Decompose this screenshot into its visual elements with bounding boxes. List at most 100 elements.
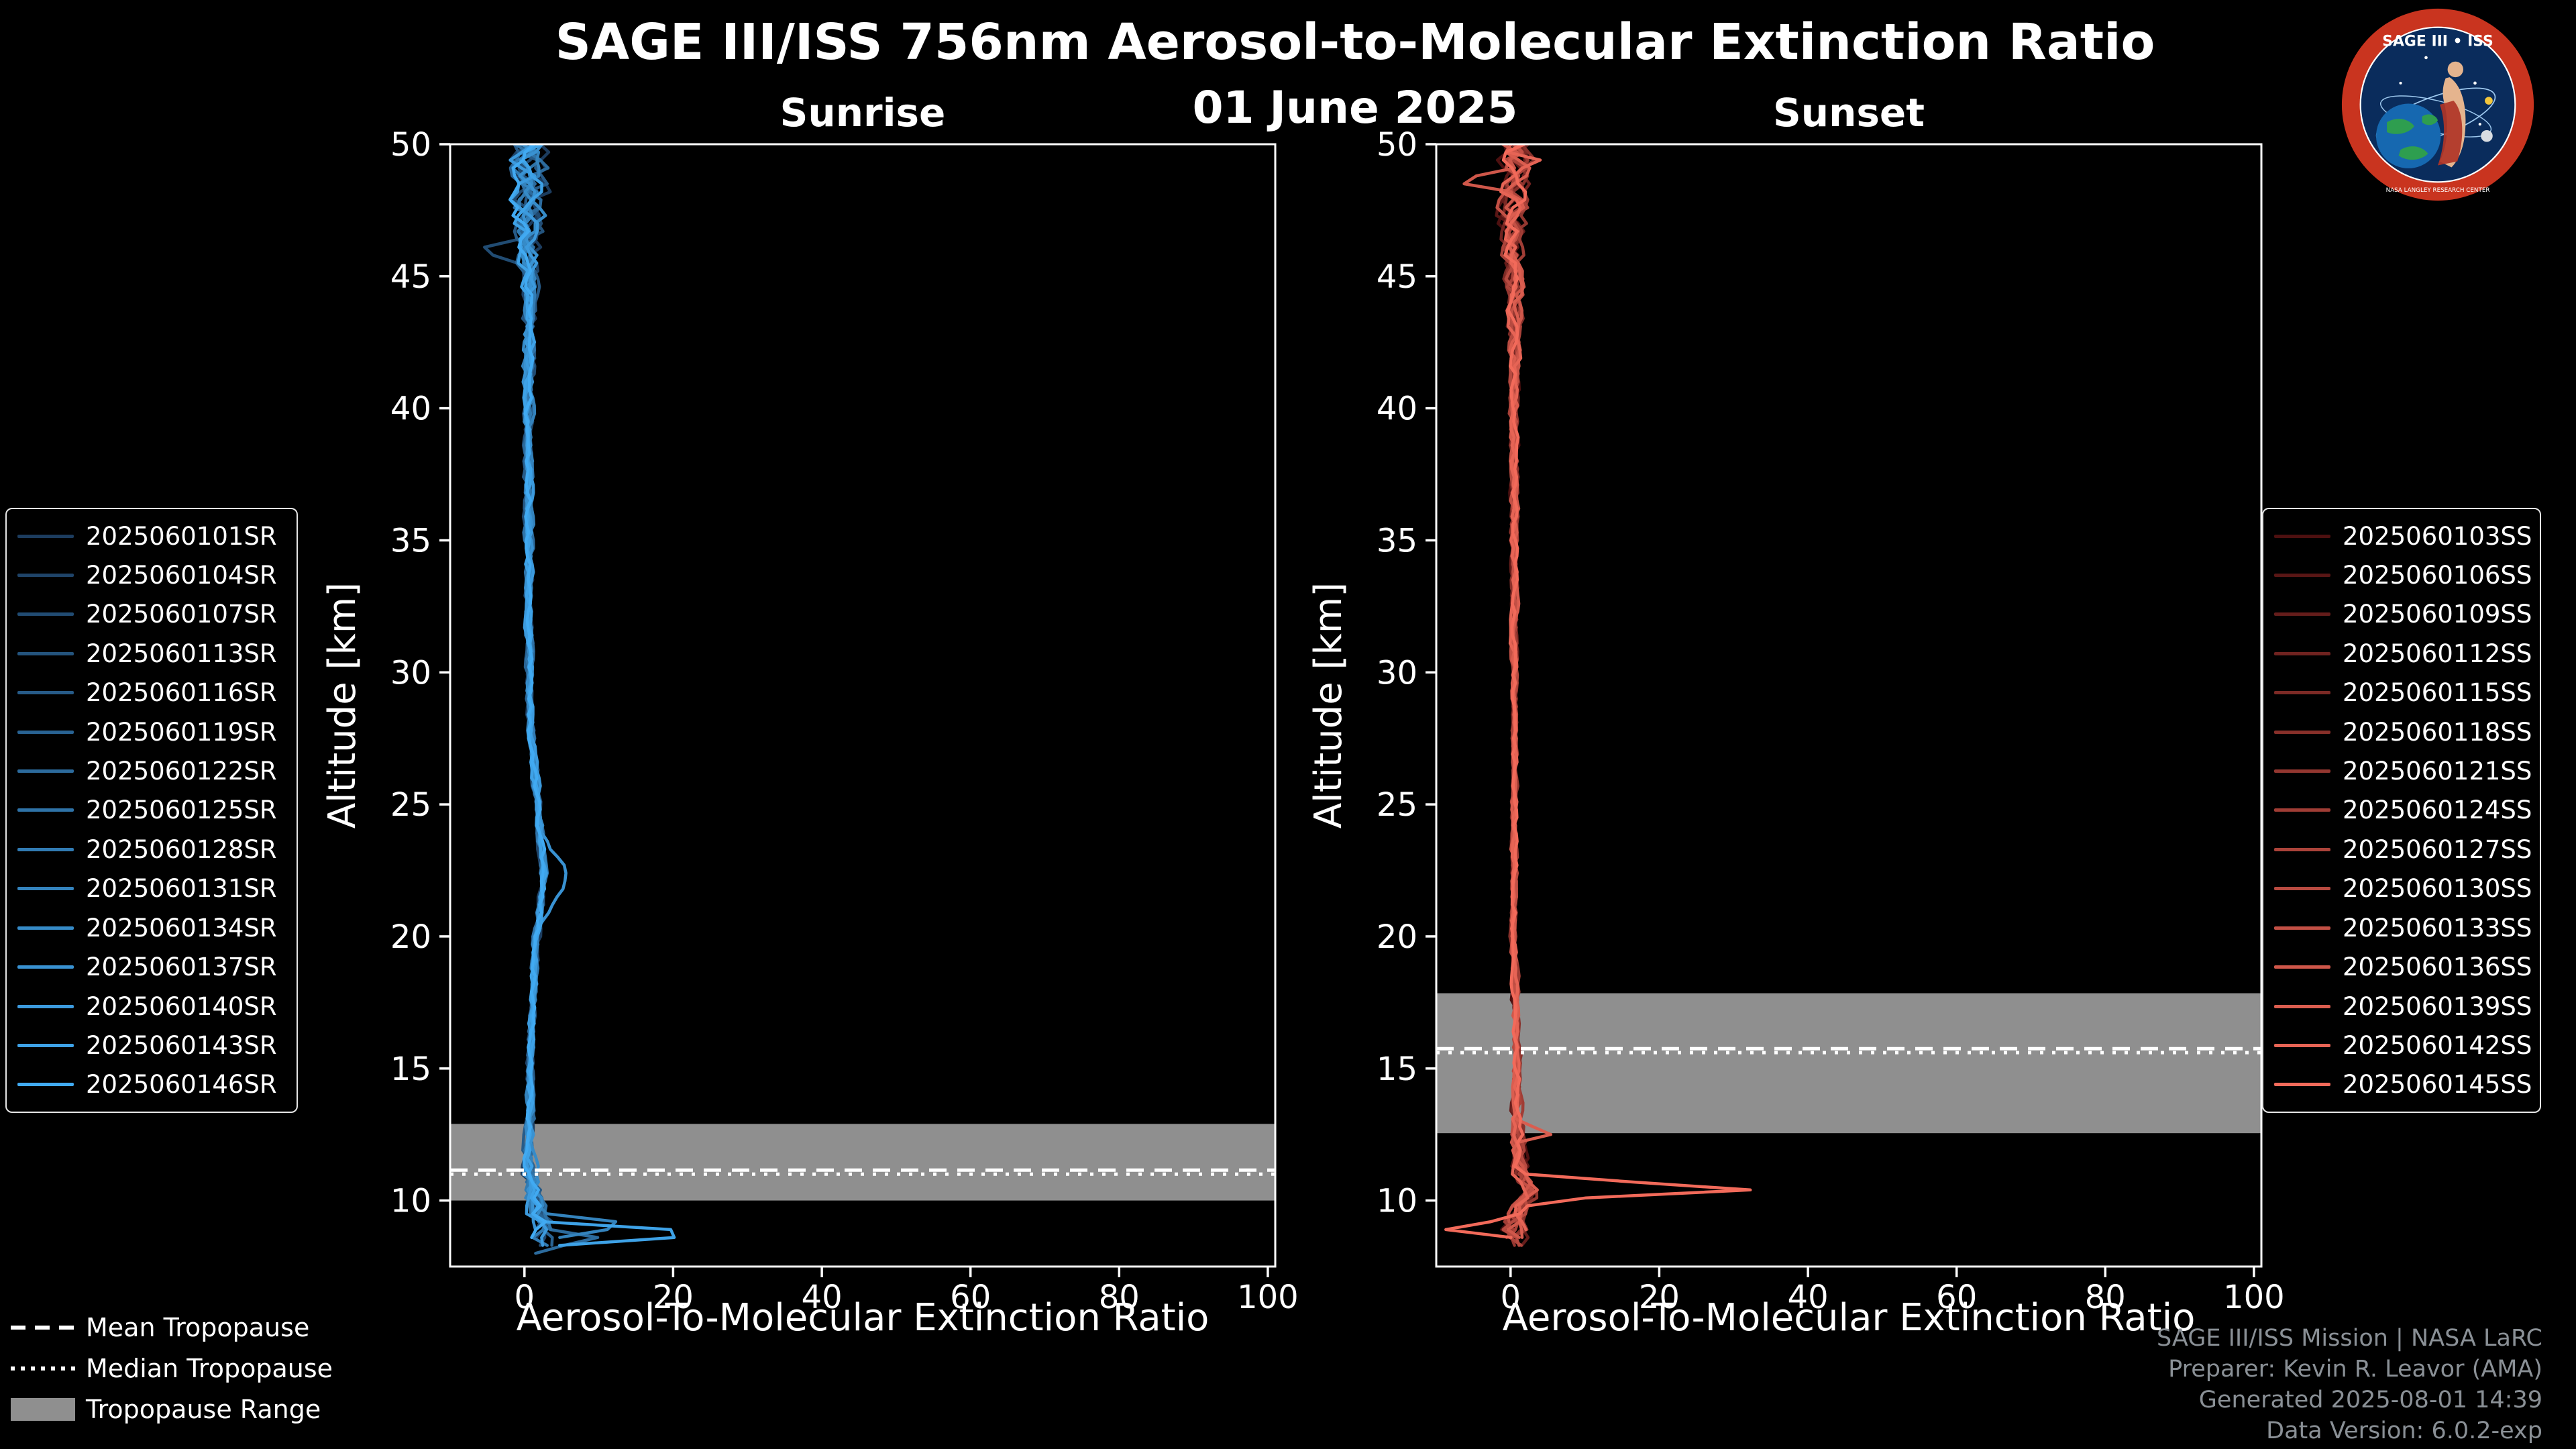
x-tick-label: 60 — [950, 1279, 991, 1316]
legend-line-swatch — [17, 847, 74, 851]
legend-item-label: 2025060109SS — [2343, 600, 2532, 629]
y-tick-label: 35 — [390, 523, 431, 560]
y-tick-label: 30 — [390, 654, 431, 692]
legend-item-label: 2025060131SR — [86, 874, 277, 904]
legend-line-swatch — [2274, 926, 2330, 930]
y-tick-label: 20 — [390, 918, 431, 956]
legend-line-swatch — [17, 965, 74, 969]
muse-robe-icon — [2438, 101, 2463, 166]
legend-item: 2025060116SR — [17, 674, 286, 712]
legend-item: 2025060139SS — [2274, 987, 2532, 1025]
credit-preparer-line: Preparer: Kevin R. Leavor (AMA) — [2168, 1356, 2542, 1383]
legend-line-swatch — [17, 887, 74, 891]
legend-line-swatch — [2274, 534, 2330, 538]
legend-item-label: 2025060121SS — [2343, 757, 2532, 786]
legend-item: 2025060137SR — [17, 949, 286, 986]
legend-item: 2025060146SR — [17, 1066, 286, 1104]
y-tick-label: 20 — [1377, 918, 1417, 956]
earth-land-icon — [2398, 146, 2428, 160]
tropopause-range-band — [1436, 993, 2261, 1134]
x-tick-label: 100 — [1237, 1279, 1299, 1316]
legend-item-label: 2025060139SS — [2343, 991, 2532, 1021]
legend-line-swatch — [2274, 691, 2330, 695]
sunset-panel-title: Sunset — [1773, 90, 1925, 136]
y-axis-label: Altitude [km] — [1307, 582, 1350, 828]
legend-line-swatch — [17, 730, 74, 734]
legend-item: 2025060124SS — [2274, 792, 2532, 829]
y-tick-label: 40 — [1377, 390, 1417, 428]
x-tick-label: 0 — [515, 1279, 535, 1316]
y-tick-label: 25 — [1377, 786, 1417, 824]
moon-icon — [2481, 129, 2493, 142]
star-icon — [2478, 123, 2481, 126]
legend-item-label: 2025060118SS — [2343, 717, 2532, 747]
legend-line-swatch — [2274, 573, 2330, 577]
legend-item-label: 2025060133SS — [2343, 913, 2532, 943]
sunset-plot: 0 20 40 60 80 100 10 15 20 25 30 35 40 45 50 Aerosol-To… — [1307, 126, 2285, 1340]
y-tick-label: 45 — [390, 258, 431, 296]
y-tick-label: 15 — [1377, 1051, 1417, 1088]
legend-item: 2025060128SR — [17, 830, 286, 868]
legend-item: 2025060136SS — [2274, 949, 2532, 986]
legend-item-label: 2025060112SS — [2343, 639, 2532, 668]
legend-item: 2025060109SS — [2274, 596, 2532, 633]
profile-line-2025060143SR — [513, 144, 676, 1247]
legend-item: 2025060107SR — [17, 596, 286, 633]
y-tick-label: 50 — [1377, 126, 1417, 164]
x-tick-label: 60 — [1936, 1279, 1977, 1316]
legend-line-swatch — [17, 1043, 74, 1047]
legend-item: 2025060121SS — [2274, 753, 2532, 790]
legend-item-label: 2025060127SS — [2343, 835, 2532, 864]
legend-line-swatch — [17, 612, 74, 616]
legend-item-label: 2025060140SR — [86, 991, 277, 1021]
legend-item: 2025060145SS — [2274, 1066, 2532, 1104]
legend-line-swatch — [17, 1004, 74, 1008]
star-icon — [2473, 81, 2477, 85]
median-tropopause-line-sample — [11, 1366, 75, 1371]
legend-line-swatch — [17, 573, 74, 577]
legend-item: 2025060113SR — [17, 635, 286, 672]
y-tick-label: 25 — [390, 786, 431, 824]
profile-line-2025060146SR — [508, 144, 547, 1239]
figure-title: SAGE III/ISS 756nm Aerosol-to-Molecular … — [555, 13, 2155, 71]
legend-item: 2025060118SS — [2274, 713, 2532, 751]
legend-item: 2025060134SR — [17, 909, 286, 947]
legend-item-label: 2025060143SR — [86, 1030, 277, 1060]
legend-item: 2025060133SS — [2274, 909, 2532, 947]
sunrise-legend: 2025060101SR 2025060104SR 2025060107SR 2025… — [5, 508, 298, 1113]
sunrise-plot: 0 20 40 60 80 100 10 15 20 25 30 35 40 45 50 Aerosol-To… — [321, 126, 1299, 1340]
sun-icon — [2485, 97, 2493, 105]
legend-item-label: 2025060103SS — [2343, 521, 2532, 551]
axes-frame — [449, 143, 1277, 1268]
y-tick-label: 50 — [390, 126, 431, 164]
credits-block: SAGE III/ISS Mission | NASA LaRC Prepare… — [2157, 1323, 2542, 1446]
legend-line-swatch — [17, 534, 74, 538]
legend-item: 2025060112SS — [2274, 635, 2532, 672]
legend-item: 2025060130SS — [2274, 870, 2532, 908]
y-tick-label: 35 — [1377, 523, 1417, 560]
y-tick-label: 10 — [390, 1183, 431, 1220]
median-tropopause-label: Median Tropopause — [86, 1353, 333, 1383]
legend-line-swatch — [2274, 651, 2330, 655]
legend-item: 2025060101SR — [17, 517, 286, 555]
legend-item-label: 2025060115SS — [2343, 678, 2532, 708]
legend-item: 2025060127SS — [2274, 830, 2532, 868]
legend-item-label: 2025060122SR — [86, 757, 277, 786]
tropopause-legend: Mean Tropopause Median Tropopause Tropop… — [11, 1307, 333, 1430]
earth-land-icon — [2422, 114, 2438, 125]
legend-line-swatch — [2274, 769, 2330, 773]
mean-tropopause-line-sample — [11, 1325, 75, 1330]
legend-line-swatch — [2274, 1043, 2330, 1047]
legend-item-label: 2025060145SS — [2343, 1070, 2532, 1099]
legend-item-label: 2025060119SR — [86, 717, 277, 747]
legend-item-label: 2025060146SR — [86, 1070, 277, 1099]
legend-item-label: 2025060142SS — [2343, 1030, 2532, 1060]
x-tick-label: 80 — [1099, 1279, 1140, 1316]
legend-line-swatch — [17, 1083, 74, 1087]
legend-line-swatch — [2274, 887, 2330, 891]
legend-item-label: 2025060130SS — [2343, 874, 2532, 904]
logo-title-text: SAGE III • ISS — [2382, 33, 2493, 50]
tropopause-range-label: Tropopause Range — [86, 1394, 321, 1424]
legend-item: 2025060143SR — [17, 1026, 286, 1064]
y-tick-label: 45 — [1377, 258, 1417, 296]
